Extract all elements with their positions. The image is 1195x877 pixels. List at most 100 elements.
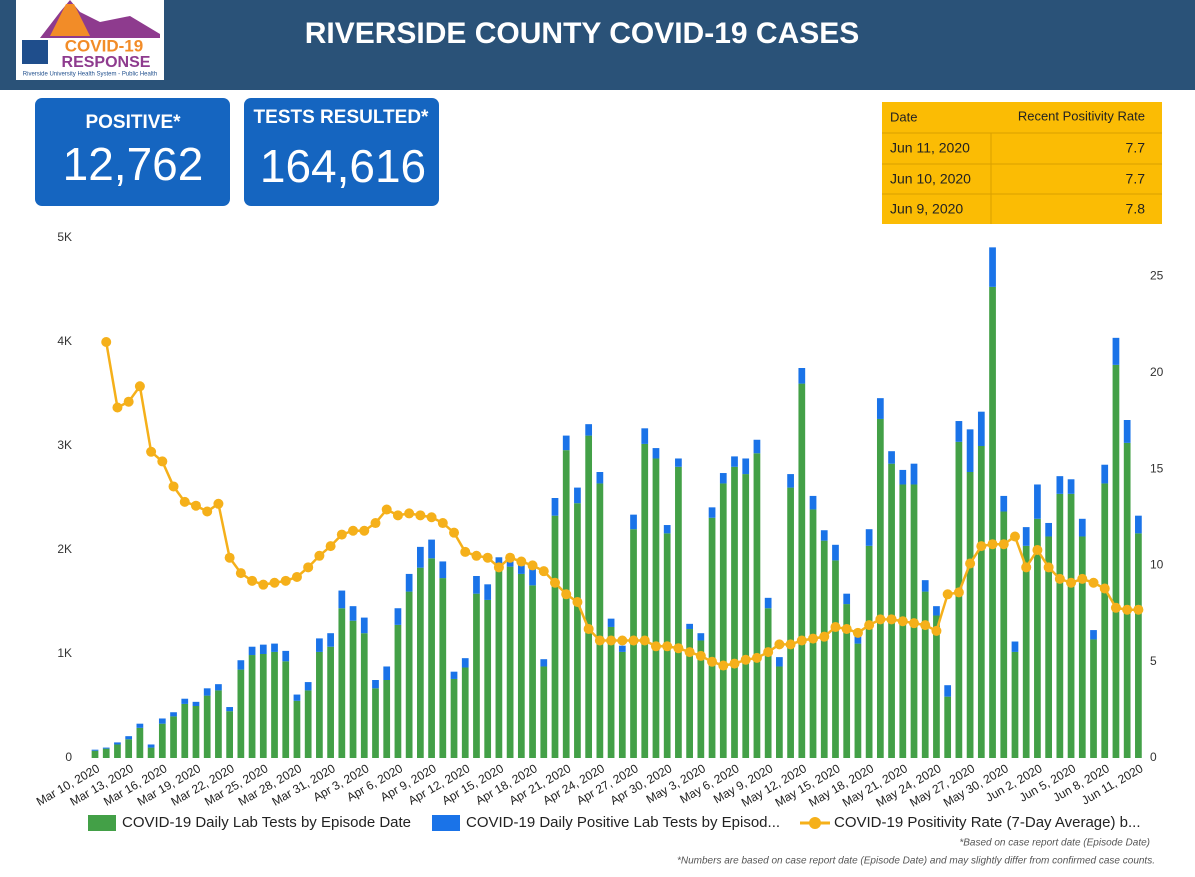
bar-segment [955,441,963,758]
kpi-value: 12,762 [63,138,204,190]
line-marker [718,660,729,671]
bar-segment [888,463,895,758]
line-marker [695,650,706,661]
line-marker [931,625,942,636]
line-marker [976,541,987,552]
line-marker [785,639,796,650]
bar-segment [888,451,895,464]
bar-segment [551,498,559,516]
line-marker [258,579,269,590]
line-marker [415,510,426,521]
bar-segment [731,456,738,467]
logo-line2: RESPONSE [62,54,151,71]
bar-segment [1000,495,1008,512]
y2-tick-label: 5 [1150,654,1157,668]
legend-swatch [88,815,116,831]
bar-segment [1112,337,1120,365]
line-marker [1021,562,1032,573]
bar-segment [944,696,952,758]
bar-segment [977,411,985,446]
line-marker [617,635,628,646]
line-marker [819,631,830,642]
line-marker [291,571,302,582]
logo-line1: COVID-19 [65,36,143,55]
bar-segment [114,742,121,745]
bar-segment [832,544,839,561]
bar-segment [360,633,368,758]
bar-segment [843,593,851,605]
line-marker [572,597,583,607]
line-marker [101,337,112,347]
bar-segment [405,591,413,758]
line-marker [684,647,695,658]
kpi-label: POSITIVE* [85,112,181,133]
bar-segment [675,466,682,758]
bar-segment [910,463,918,485]
legend-label: COVID-19 Daily Positive Lab Tests by Epi… [466,814,780,831]
bar-segment [686,629,693,758]
bar-segment [192,706,200,758]
line-marker [808,633,819,644]
bar-segment [1056,476,1064,494]
bar-segment [596,472,604,484]
y-tick-label: 0 [65,750,72,764]
bar-segment [675,458,682,467]
bar-segment [495,557,503,565]
bar-segment [102,747,110,749]
bar-segment [618,651,626,758]
line-marker [235,568,246,579]
bar-segment [820,530,828,541]
kpi-label: TESTS RESULTED* [254,107,429,128]
bar-segment [304,682,312,691]
bar-segment [91,749,99,751]
bar-segment [1056,493,1064,758]
bar-segment [349,620,357,758]
bar-segment [192,701,200,706]
bar-segment [327,633,334,647]
line-marker [1110,602,1121,613]
bar-segment [1090,639,1097,758]
bar-segment [1000,511,1008,758]
header-bar [0,0,1195,90]
bar-segment [1101,464,1109,484]
line-marker [516,556,527,567]
line-marker [527,560,538,571]
line-marker [774,639,785,650]
bar-segment [1034,484,1041,519]
bar-segment [338,590,346,609]
bar-segment [1045,536,1053,758]
bar-segment [416,546,424,568]
bar-segment [170,716,177,758]
line-marker [1032,545,1043,555]
bar-segment [574,503,581,758]
bar-segment [551,515,559,758]
bar-segment [1011,641,1019,652]
line-marker [594,635,605,646]
bar-segment [652,458,660,758]
title: RIVERSIDE COUNTY COVID-19 CASES [305,17,860,50]
bar-segment [147,747,155,758]
line-marker [1043,562,1054,573]
footnote: *Numbers are based on case report date (… [677,856,1155,867]
bar-segment [125,739,133,758]
line-marker [886,614,897,625]
line-marker [1066,577,1077,588]
y-tick-label: 2K [57,542,72,556]
cell: 7.7 [1126,140,1146,156]
bar-segment [876,418,884,758]
bar-segment [203,695,211,758]
line-marker [123,396,134,407]
bar-segment [708,507,716,518]
footnote: *Based on case report date (Episode Date… [959,838,1150,849]
bar-segment [832,560,839,758]
bar-segment [349,606,357,621]
bar-segment [1022,527,1030,546]
cell: 7.8 [1126,201,1146,217]
table-bg [882,102,1162,224]
line-marker [987,539,998,550]
line-marker [348,525,359,536]
bar-segment [641,428,649,444]
line-marker [134,381,145,392]
